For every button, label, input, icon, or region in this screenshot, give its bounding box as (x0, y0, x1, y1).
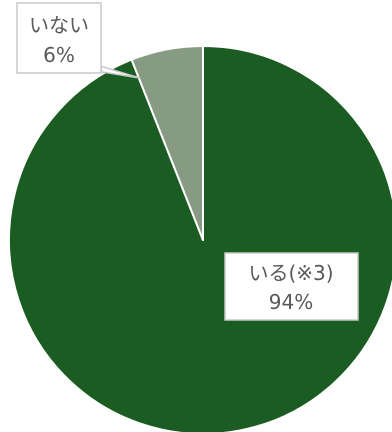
slice-label: いない (29, 13, 89, 37)
pie-slices (8, 45, 392, 432)
slice-value-label: 6% (43, 43, 75, 67)
callout-inai: いない 6% (16, 2, 102, 74)
callout-box (16, 2, 102, 74)
pie-slice-iru (8, 45, 392, 432)
callout-box (224, 252, 359, 321)
slice-label: いる(※3) (248, 261, 333, 285)
pie-slice-inai (130, 45, 204, 241)
callout-iru: いる(※3) 94% (224, 252, 359, 321)
slice-value-label: 94% (269, 290, 313, 314)
